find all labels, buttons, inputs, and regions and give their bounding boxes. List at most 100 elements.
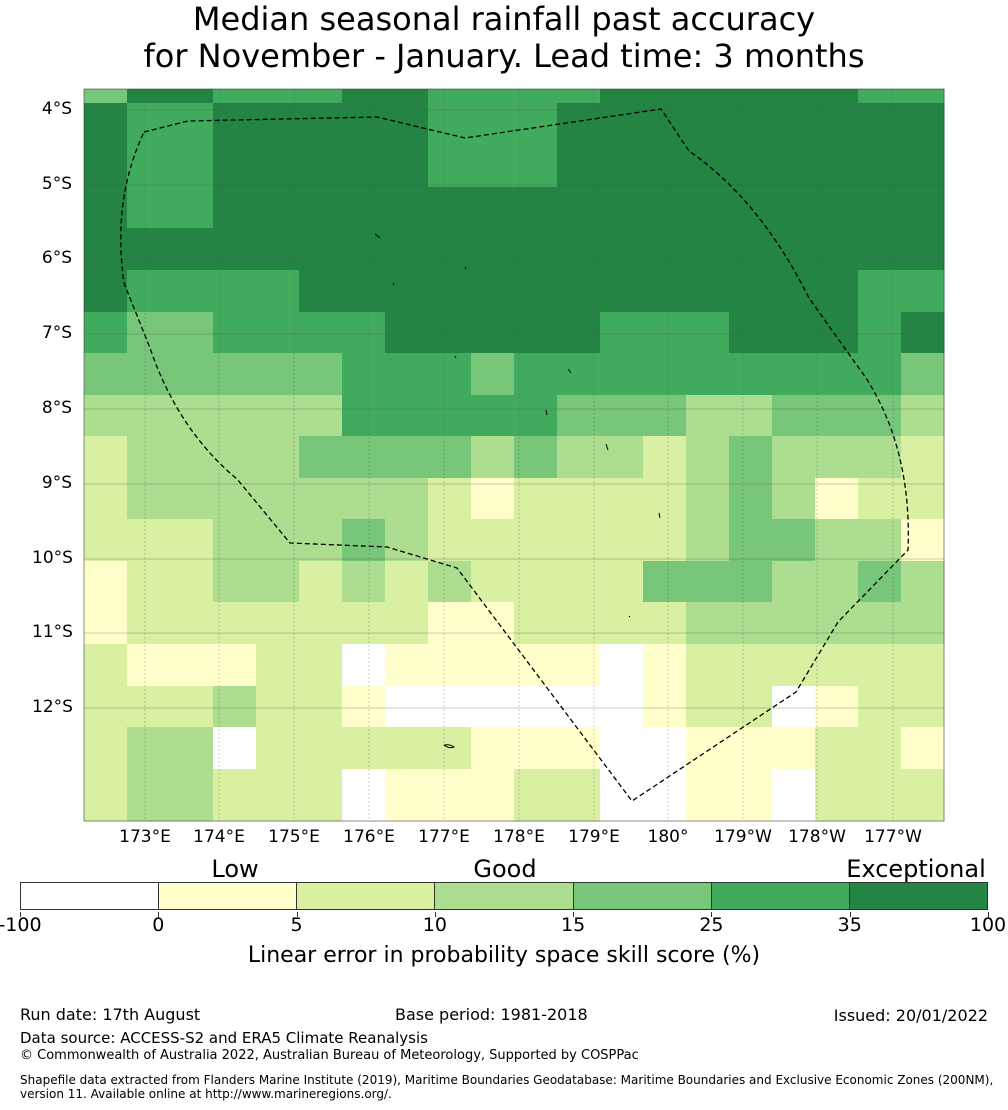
grid-cell	[127, 353, 171, 396]
longitude-label: 174°E	[193, 827, 245, 847]
colorbar-segment	[297, 883, 436, 909]
grid-cell	[127, 769, 171, 810]
grid-cell	[213, 270, 257, 313]
grid-cell	[385, 602, 429, 645]
grid-cell	[213, 686, 257, 728]
grid-cell	[815, 561, 859, 603]
grid-cell	[600, 769, 644, 810]
skill-grid-cells	[84, 89, 945, 822]
grid-cell	[686, 89, 730, 104]
grid-cell	[428, 270, 472, 313]
grid-cell	[385, 145, 429, 188]
grid-cell	[858, 436, 902, 479]
grid-cell	[342, 602, 386, 645]
grid-cell	[600, 519, 644, 562]
grid-cell	[170, 228, 214, 271]
grid-cell	[342, 809, 386, 822]
grid-cell	[514, 809, 558, 822]
colorbar-tick-label: 35	[837, 914, 862, 936]
grid-cell	[84, 519, 128, 562]
grid-cell	[170, 145, 214, 188]
grid-cell	[127, 312, 171, 354]
grid-cell	[600, 270, 644, 313]
grid-cell	[901, 519, 945, 562]
grid-cell	[84, 809, 128, 822]
grid-cell	[686, 686, 730, 728]
grid-cell	[772, 519, 816, 562]
grid-cell	[815, 145, 859, 188]
grid-cell	[815, 353, 859, 396]
colorbar-tick-label: -100	[0, 914, 42, 936]
grid-cell	[600, 103, 644, 146]
grid-cell	[600, 145, 644, 188]
grid-cell	[342, 270, 386, 313]
colorbar-segment	[849, 883, 987, 909]
grid-cell	[471, 145, 515, 188]
colorbar-segment	[21, 883, 160, 909]
grid-cell	[858, 145, 902, 188]
island	[454, 355, 457, 359]
grid-cell	[342, 228, 386, 271]
island-outlines	[374, 233, 661, 749]
longitude-label: 177°W	[864, 827, 922, 847]
grid-cell	[127, 145, 171, 188]
grid-cell	[471, 395, 515, 437]
grid-cell	[213, 519, 257, 562]
island	[464, 266, 467, 270]
grid-cell	[643, 686, 687, 728]
grid-cell	[84, 727, 128, 770]
grid-cell	[213, 561, 257, 603]
grid-cell	[385, 478, 429, 520]
grid-cell	[514, 519, 558, 562]
grid-cell	[729, 270, 773, 313]
grid-cell	[901, 89, 945, 104]
grid-cell	[772, 602, 816, 645]
grid-cell	[342, 478, 386, 520]
grid-cell	[213, 602, 257, 645]
longitude-label: 177°E	[418, 827, 470, 847]
grid-cell	[901, 187, 945, 229]
grid-cell	[643, 436, 687, 479]
grid-cell	[471, 809, 515, 822]
grid-cell	[428, 519, 472, 562]
grid-cell	[643, 395, 687, 437]
grid-cell	[643, 644, 687, 687]
grid-cell	[213, 395, 257, 437]
grid-cell	[729, 89, 773, 104]
grid-cell	[514, 89, 558, 104]
run-date: Run date: 17th August	[20, 1005, 201, 1024]
grid-cell	[514, 312, 558, 354]
grid-cell	[686, 187, 730, 229]
colorbar-segment	[435, 883, 574, 909]
grid-cell	[471, 228, 515, 271]
grid-cell	[686, 602, 730, 645]
grid-cell	[213, 103, 257, 146]
latitude-label: 6°S	[41, 248, 72, 268]
grid-cell	[815, 436, 859, 479]
grid-cell	[299, 228, 343, 271]
grid-cell	[342, 89, 386, 104]
grid-cell	[600, 809, 644, 822]
grid-cell	[471, 686, 515, 728]
grid-cell	[342, 103, 386, 146]
grid-cell	[686, 478, 730, 520]
grid-cell	[600, 561, 644, 603]
grid-cell	[557, 228, 601, 271]
grid-cell	[84, 602, 128, 645]
grid-cell	[385, 644, 429, 687]
grid-cell	[901, 727, 945, 770]
grid-cell	[901, 809, 945, 822]
grid-cell	[514, 395, 558, 437]
grid-cell	[84, 187, 128, 229]
grid-cell	[299, 769, 343, 810]
grid-cell	[729, 561, 773, 603]
grid-cell	[686, 436, 730, 479]
colorbar	[20, 882, 988, 910]
grid-cell	[858, 519, 902, 562]
grid-cell	[213, 436, 257, 479]
grid-cell	[686, 727, 730, 770]
longitude-label: 179°E	[568, 827, 620, 847]
grid-cell	[643, 561, 687, 603]
grid-cell	[858, 312, 902, 354]
tier-label-exceptional: Exceptional	[846, 855, 986, 883]
